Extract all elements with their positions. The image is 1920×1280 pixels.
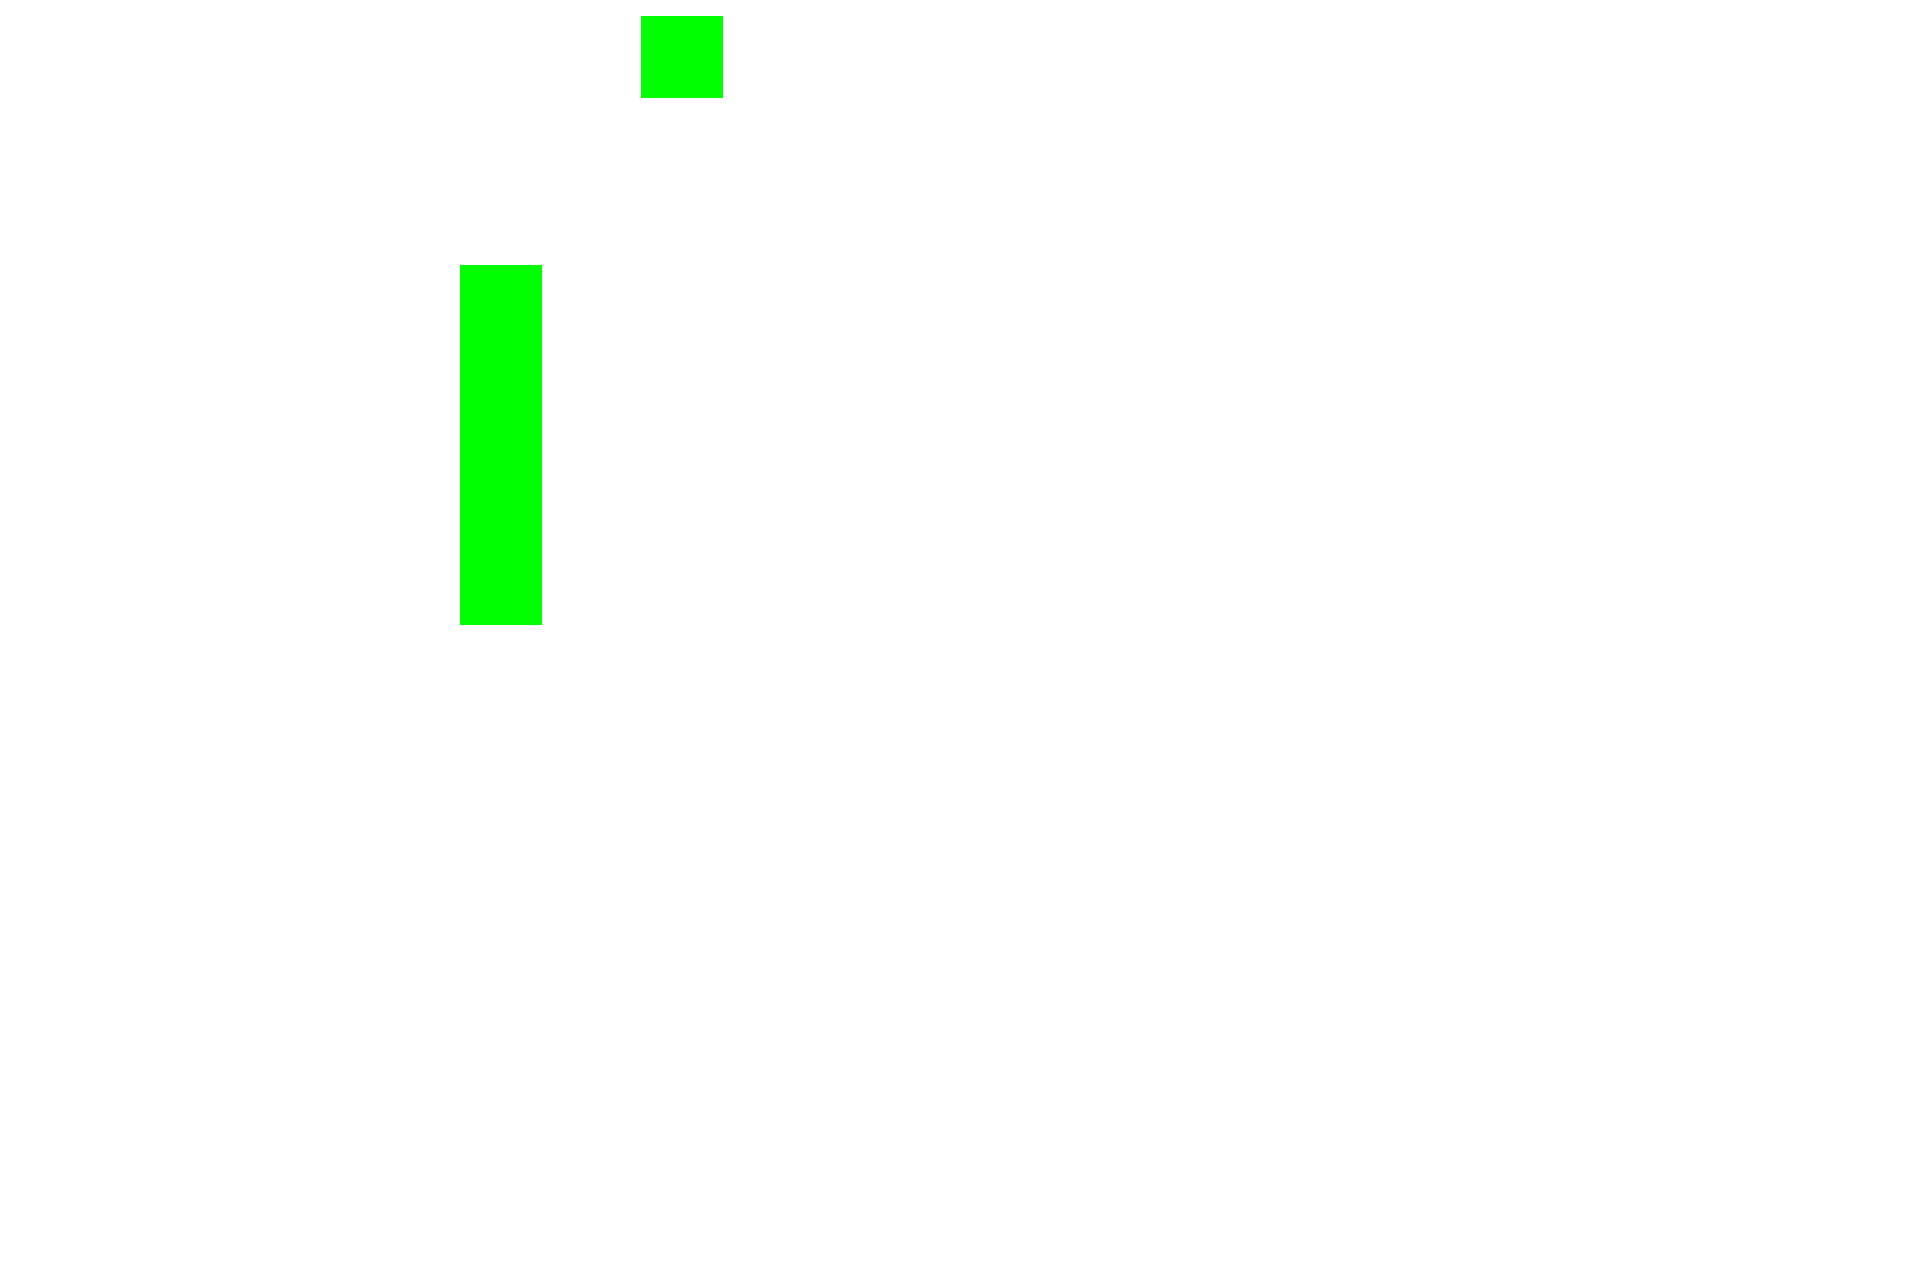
left-tall-rect-shape (460, 265, 542, 625)
top-square-shape (641, 16, 723, 98)
